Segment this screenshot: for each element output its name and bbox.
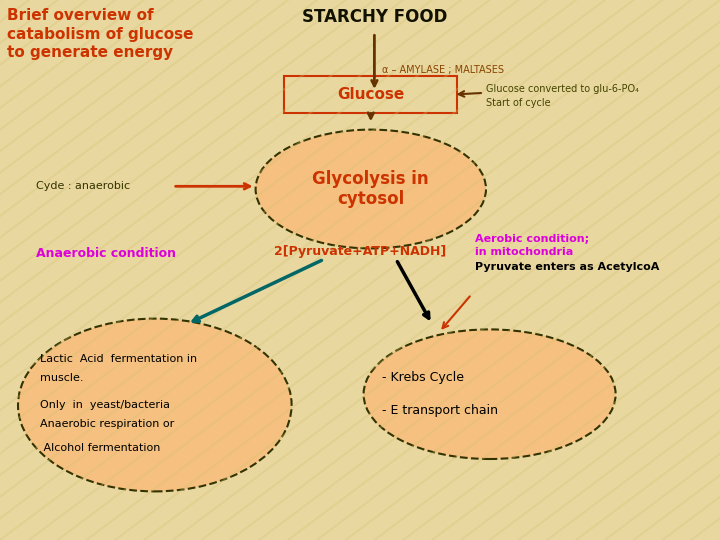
Text: Pyruvate enters as AcetylcoA: Pyruvate enters as AcetylcoA — [475, 262, 660, 272]
Text: Start of cycle: Start of cycle — [486, 98, 551, 107]
FancyBboxPatch shape — [284, 76, 457, 113]
Text: muscle.: muscle. — [40, 373, 83, 383]
Text: α – AMYLASE ; MALTASES: α – AMYLASE ; MALTASES — [382, 65, 503, 75]
Ellipse shape — [18, 319, 292, 491]
Text: Glucose: Glucose — [337, 87, 405, 102]
Text: STARCHY FOOD: STARCHY FOOD — [302, 8, 447, 26]
Text: Cyde : anaerobic: Cyde : anaerobic — [36, 181, 130, 191]
Text: Anaerobic respiration or: Anaerobic respiration or — [40, 419, 174, 429]
Text: Anaerobic condition: Anaerobic condition — [36, 247, 176, 260]
Text: Only  in  yeast/bacteria: Only in yeast/bacteria — [40, 400, 170, 410]
Text: Alcohol fermentation: Alcohol fermentation — [40, 443, 160, 453]
Text: 2[Pyruvate+ATP+NADH]: 2[Pyruvate+ATP+NADH] — [274, 245, 446, 258]
Ellipse shape — [364, 329, 616, 459]
Text: Brief overview of
catabolism of glucose
to generate energy: Brief overview of catabolism of glucose … — [7, 8, 194, 60]
Text: Glucose converted to glu-6-PO₄: Glucose converted to glu-6-PO₄ — [486, 84, 639, 94]
Ellipse shape — [256, 130, 486, 248]
Text: - Krebs Cycle: - Krebs Cycle — [382, 372, 464, 384]
Text: Aerobic condition;
in mitochondria: Aerobic condition; in mitochondria — [475, 234, 590, 257]
Text: - E transport chain: - E transport chain — [382, 404, 498, 417]
Text: Glycolysis in
cytosol: Glycolysis in cytosol — [312, 170, 429, 208]
Text: Lactic  Acid  fermentation in: Lactic Acid fermentation in — [40, 354, 197, 364]
